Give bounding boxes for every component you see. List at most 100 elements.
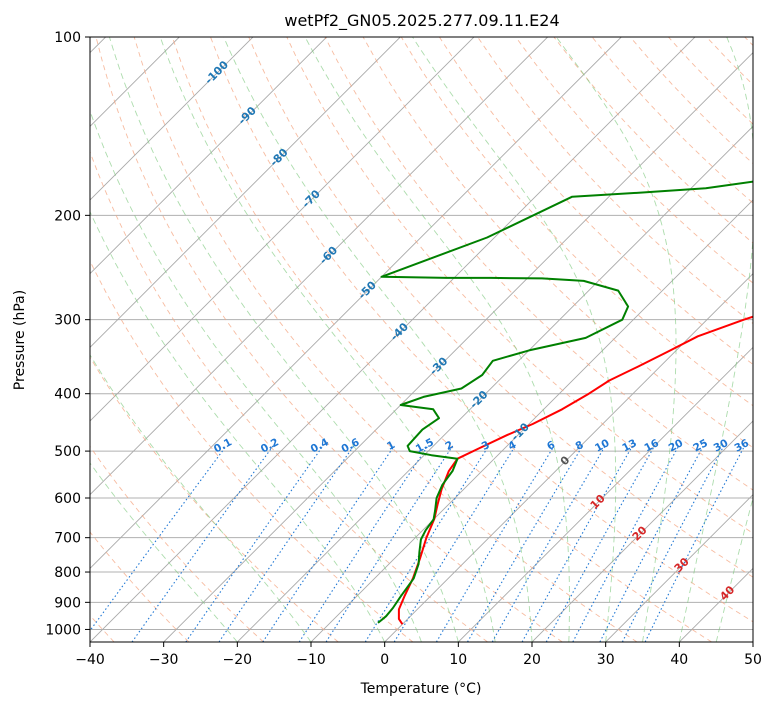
- mixing-ratio-line: [131, 445, 274, 642]
- mixing-ratio-label: 30: [712, 437, 731, 454]
- dry-adiabat-line: [95, 37, 563, 642]
- mixing-ratio-label: 1.5: [414, 436, 436, 455]
- x-tick-label: 50: [744, 652, 762, 668]
- profiles: [377, 180, 753, 625]
- x-tick-label: 40: [670, 652, 688, 668]
- mixing-ratio-line: [90, 445, 227, 632]
- dry-adiabat-line: [90, 150, 488, 642]
- isotherm-label: -80: [267, 146, 290, 169]
- mixing-ratio-line: [364, 445, 490, 642]
- mixing-ratio-line: [521, 445, 633, 642]
- mixing-ratio-line: [621, 445, 725, 642]
- isotherm-line: [236, 125, 753, 642]
- isotherm-label: -90: [236, 104, 259, 127]
- mixing-ratio-label: 0.1: [212, 436, 234, 455]
- isotherm-line: [310, 199, 753, 642]
- dry-adiabat-line: [591, 37, 753, 204]
- chart-title: wetPf2_GN05.2025.277.09.11.E24: [284, 11, 559, 31]
- x-tick-label: −10: [296, 652, 326, 668]
- mixing-ratio-line: [545, 445, 656, 642]
- y-tick-label: 500: [54, 444, 81, 460]
- isotherm-label: -60: [317, 243, 340, 266]
- dry-adiabat-line: [706, 37, 753, 86]
- dry-adiabat-line: [515, 37, 753, 284]
- dry-adiabat-line: [248, 37, 753, 578]
- y-tick-label: 400: [54, 387, 81, 403]
- isotherm-label: -30: [427, 354, 450, 377]
- mixing-ratio-label: 10: [593, 437, 612, 454]
- isotherm-line: [531, 420, 753, 642]
- mixing-ratio-line: [644, 445, 746, 642]
- x-tick-label: −30: [149, 652, 179, 668]
- moist-adiabat-line: [90, 354, 312, 642]
- moist-adiabat-line: [90, 462, 238, 642]
- dry-adiabat-line: [744, 37, 753, 47]
- isotherm-label: -20: [467, 388, 490, 411]
- mixing-ratio-line: [467, 445, 584, 642]
- dry-adiabat-line: [90, 445, 264, 642]
- mixing-ratio-line: [435, 445, 555, 642]
- dry-adiabat-line: [400, 37, 753, 407]
- y-tick-label: 900: [54, 595, 81, 611]
- y-tick-label: 1000: [45, 622, 81, 638]
- isotherm-label: 0: [558, 453, 573, 468]
- moist-adiabat-line: [90, 109, 422, 642]
- isotherm-label: -40: [388, 320, 411, 343]
- mixing-ratio-line: [572, 445, 680, 642]
- mixing-ratio-label: 0.4: [309, 436, 331, 455]
- x-tick-label: −40: [75, 652, 105, 668]
- isotherm-line: [90, 37, 401, 348]
- x-tick-label: 30: [597, 652, 615, 668]
- dry-adiabat-line: [133, 37, 638, 642]
- plot-frame: [89, 36, 754, 643]
- background-lines: [90, 37, 753, 642]
- y-axis-label: Pressure (hPa): [12, 290, 28, 390]
- dry-adiabat-line: [668, 37, 753, 125]
- dry-adiabat-line: [90, 356, 339, 642]
- moist-adiabat-line: [678, 37, 753, 642]
- moist-adiabat-line: [555, 37, 677, 642]
- isotherm-line: [90, 37, 696, 642]
- isotherm-line: [457, 346, 753, 642]
- isotherm-label: 20: [630, 523, 650, 543]
- isotherm-line: [752, 641, 753, 642]
- mixing-ratio-label: 36: [733, 437, 752, 454]
- mixing-ratio-line: [218, 445, 355, 642]
- x-tick-label: 10: [449, 652, 467, 668]
- moist-adiabat-line: [159, 37, 496, 642]
- moist-adiabat-line: [412, 37, 617, 642]
- mixing-ratio-line: [325, 445, 454, 642]
- moist-adiabat-line: [108, 37, 459, 642]
- mixing-ratio-line: [393, 445, 516, 642]
- dry-adiabat-line: [439, 37, 753, 365]
- x-axis-label: Temperature (°C): [360, 681, 482, 697]
- y-tick-label: 600: [54, 491, 81, 507]
- isotherm-label: 40: [717, 583, 737, 603]
- y-tick-label: 200: [54, 208, 81, 224]
- dry-adiabat-line: [90, 259, 414, 642]
- moist-adiabat-line: [90, 210, 386, 642]
- moist-adiabat-line: [304, 37, 570, 642]
- mixing-ratio-label: 25: [691, 437, 710, 454]
- isotherm-label: -100: [202, 58, 231, 87]
- dry-adiabat-line: [553, 37, 753, 244]
- axes: −40 −30 −20 −10 0 10 20 30 40 5010020030040050060…: [45, 30, 762, 668]
- isotherm-line: [90, 37, 549, 496]
- mixing-ratio-line: [298, 445, 429, 642]
- y-tick-label: 700: [54, 531, 81, 547]
- x-tick-label: 20: [523, 652, 541, 668]
- isotherm-line: [90, 37, 180, 127]
- dry-adiabat-line: [210, 37, 753, 623]
- dry-adiabat-line: [477, 37, 753, 325]
- mixing-ratio-line: [599, 445, 704, 642]
- isotherm-line: [384, 273, 753, 642]
- isotherm-line: [90, 37, 328, 275]
- dry-adiabat-line: [171, 37, 712, 642]
- isotherm-line: [163, 52, 753, 642]
- mixing-ratio-line: [185, 445, 324, 642]
- dry-adiabat-line: [286, 37, 753, 534]
- dewpoint-profile-line: [377, 180, 753, 624]
- moist-adiabat-line: [223, 37, 533, 642]
- y-tick-label: 300: [54, 313, 81, 329]
